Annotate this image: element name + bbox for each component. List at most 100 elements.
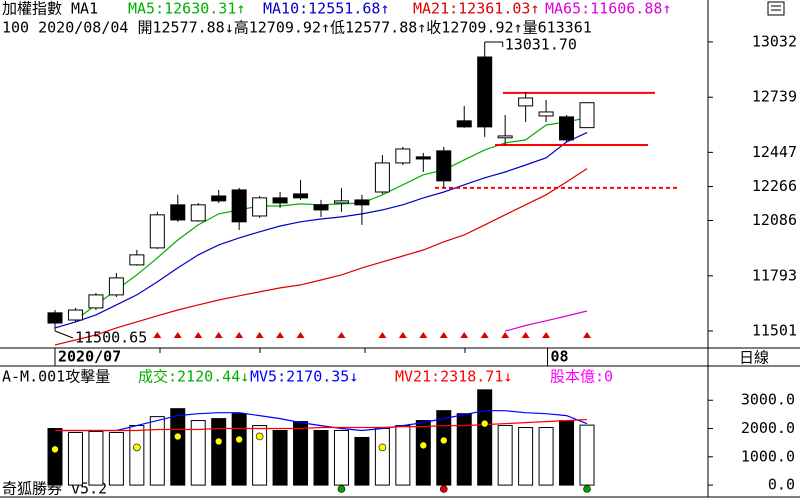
x-tick-label: 2020/07 <box>58 348 121 366</box>
chart-title: A-M.001攻擊量 <box>2 368 110 386</box>
ma-line <box>505 310 588 332</box>
bottom-signal <box>583 485 591 493</box>
volume-bar <box>354 436 370 486</box>
volume-marker <box>173 432 182 441</box>
candle-body <box>149 214 165 249</box>
ma-line <box>54 132 588 329</box>
legend-entry: MA21:12361.03↑ <box>413 0 539 18</box>
candle-body <box>67 309 83 321</box>
signal-marker <box>276 332 285 338</box>
low-label-line <box>54 330 74 339</box>
volume-bar <box>518 427 534 486</box>
volume-marker <box>214 437 223 446</box>
volume-bar <box>293 421 309 486</box>
volume-marker <box>378 443 387 452</box>
volume-bar <box>47 428 63 486</box>
volume-bar <box>88 431 104 486</box>
y-tick-label: 12447 <box>752 143 797 161</box>
signal-marker <box>542 332 551 338</box>
period-label[interactable]: 日線 <box>739 349 769 367</box>
signal-marker <box>460 332 469 338</box>
candle-body <box>579 102 595 129</box>
volume-bar <box>149 416 165 486</box>
y-tick-label: 13032 <box>752 32 797 50</box>
signal-marker <box>296 332 305 338</box>
y-tick-label: 2000.0 <box>741 419 795 437</box>
chart-subtitle: 100 2020/08/04 開12577.88↓高12709.92↑低1257… <box>2 19 592 37</box>
candle-body <box>190 204 206 222</box>
y-tick-label: 0.0 <box>768 476 795 494</box>
volume-bar <box>333 430 349 486</box>
signal-marker <box>439 332 448 338</box>
ma-line <box>54 168 588 346</box>
volume-bar <box>190 420 206 486</box>
candle-body <box>47 312 63 324</box>
candle-body <box>129 254 145 266</box>
low-label: 11500.65 <box>75 329 147 347</box>
volume-bar <box>272 430 288 486</box>
volume-bar <box>231 413 247 486</box>
volume-bar <box>477 389 493 486</box>
signal-marker <box>419 332 428 338</box>
signal-marker <box>194 332 203 338</box>
bottom-signal <box>337 485 346 493</box>
legend-entry: MA65:11606.88↑ <box>545 0 671 18</box>
candle-body <box>538 111 554 117</box>
candle-body <box>333 200 349 204</box>
high-label-line <box>484 41 504 47</box>
y-tick-label: 12739 <box>752 88 797 106</box>
volume-bar <box>108 431 124 486</box>
signal-marker <box>501 332 510 338</box>
window-icon[interactable] <box>767 1 785 16</box>
volume-bar <box>170 408 186 486</box>
volume-bar <box>252 425 268 486</box>
candle-body <box>252 197 268 217</box>
volume-bar <box>456 413 472 486</box>
legend-entry: MV5:2170.35↓ <box>250 368 358 386</box>
y-tick-label: 11501 <box>752 321 797 339</box>
candle-body <box>477 56 493 128</box>
volume-marker <box>235 435 243 444</box>
volume-marker <box>439 436 448 445</box>
y-tick-label: 12086 <box>752 211 797 229</box>
volume-bar <box>436 410 452 486</box>
signal-marker <box>235 332 244 338</box>
candle-body <box>497 135 513 139</box>
candle-body <box>272 197 288 204</box>
bottom-signal <box>439 485 448 493</box>
volume-bar <box>538 427 554 486</box>
y-tick-label: 3000.0 <box>741 391 795 409</box>
candle-body <box>231 189 247 223</box>
candle-body <box>415 156 431 160</box>
volume-bar <box>313 430 329 486</box>
candle-body <box>211 195 227 202</box>
candle-body <box>108 277 124 296</box>
signal-marker <box>398 332 407 338</box>
candle-body <box>559 116 575 141</box>
volume-marker <box>133 443 141 452</box>
volume-marker <box>419 441 428 450</box>
volume-bar <box>129 425 145 486</box>
chart-title: 加權指數 MA1 <box>2 0 98 18</box>
volume-bar <box>497 425 513 486</box>
candle-body <box>354 199 370 206</box>
legend-entry: MA5:12630.31↑ <box>128 0 245 18</box>
signal-marker <box>337 332 346 338</box>
signal-marker <box>173 332 182 338</box>
legend-entry: MV21:2318.71↓ <box>395 368 512 386</box>
volume-bar <box>211 418 227 486</box>
candle-body <box>436 150 452 182</box>
y-tick-label: 11793 <box>752 266 797 284</box>
volume-bar <box>415 420 431 486</box>
signal-marker <box>153 332 162 338</box>
legend-entry: 股本億:0 <box>550 368 613 386</box>
legend-entry: 成交:2120.44↓ <box>138 368 249 386</box>
signal-marker <box>378 332 387 338</box>
legend-entry: MA10:12551.68↑ <box>263 0 389 18</box>
candle-body <box>456 120 472 128</box>
volume-ma-line <box>55 418 588 432</box>
candle-body <box>518 97 534 107</box>
